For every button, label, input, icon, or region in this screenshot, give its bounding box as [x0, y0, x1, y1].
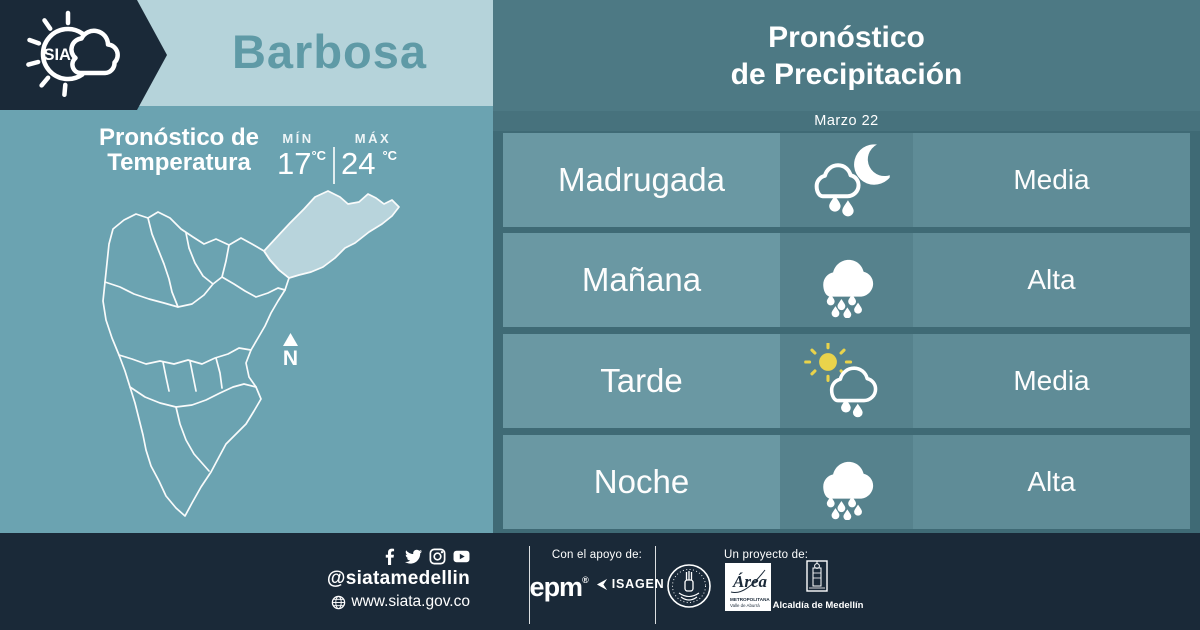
social-handle[interactable]: @siatamedellin: [326, 568, 470, 589]
epm-logo: epm®: [529, 572, 589, 602]
svg-text:Valle de Aburrá: Valle de Aburrá: [730, 603, 760, 608]
north-arrow-icon: N: [283, 333, 298, 370]
alcaldia-tower-icon: [806, 560, 828, 592]
instagram-icon[interactable]: [429, 548, 446, 565]
siata-logo: SIATA: [26, 10, 120, 98]
period-label-tarde: Tarde: [503, 334, 780, 428]
facebook-icon[interactable]: [381, 548, 398, 565]
support-logos: epm® ISAGEN: [530, 567, 664, 601]
forecast-date: Marzo 22: [493, 111, 1200, 131]
period-label-madrugada: Madrugada: [503, 133, 780, 227]
alcaldia-label: Alcaldía de Medellín: [772, 600, 864, 611]
min-label: MÍN: [282, 131, 314, 146]
isagen-mark-icon: [596, 578, 607, 590]
website-url[interactable]: www.siata.gov.co: [351, 593, 470, 610]
heavy-rain-icon: [780, 435, 913, 529]
temperature-title: Pronóstico de Temperatura: [98, 124, 260, 176]
min-temperature: 17°C: [277, 146, 327, 181]
sun-rain-icon: [780, 334, 913, 428]
cloud-icon: [69, 28, 120, 76]
temperature-panel: [0, 106, 493, 533]
municipality-map: N: [102, 190, 400, 517]
area-metropolitana-logo: Área METROPOLITANA Valle de Aburrá: [725, 563, 771, 611]
precip-level-madrugada: Media: [913, 133, 1190, 227]
globe-icon: [332, 595, 346, 609]
precip-level-manana: Alta: [913, 233, 1190, 327]
youtube-icon[interactable]: [453, 548, 470, 565]
university-seal-icon: [667, 564, 711, 608]
footer-divider: [655, 546, 656, 624]
project-label: Un proyecto de:: [724, 549, 809, 561]
rain-moon-icon: [780, 133, 913, 227]
period-label-noche: Noche: [503, 435, 780, 529]
max-label: MÁX: [354, 131, 392, 146]
precip-level-noche: Alta: [913, 435, 1190, 529]
social-block: @siatamedellin www.siata.gov.co: [300, 548, 470, 611]
footer-divider: [529, 546, 530, 624]
svg-text:METROPOLITANA: METROPOLITANA: [730, 597, 770, 602]
twitter-icon[interactable]: [405, 548, 422, 565]
precipitation-title: Pronóstico de Precipitación: [493, 0, 1200, 111]
svg-text:Área: Área: [732, 572, 768, 591]
north-label: N: [283, 347, 298, 370]
footer: [0, 533, 1200, 630]
city-name: Barbosa: [231, 25, 428, 78]
map-region-highlight-barbosa: [263, 190, 400, 279]
period-label-manana: Mañana: [503, 233, 780, 327]
precip-level-tarde: Media: [913, 334, 1190, 428]
support-label: Con el apoyo de:: [551, 549, 643, 561]
temp-divider: [333, 147, 335, 184]
max-temperature: 24 °C: [341, 146, 398, 181]
heavy-rain-icon: [780, 233, 913, 327]
isagen-logo: ISAGEN: [596, 577, 665, 591]
